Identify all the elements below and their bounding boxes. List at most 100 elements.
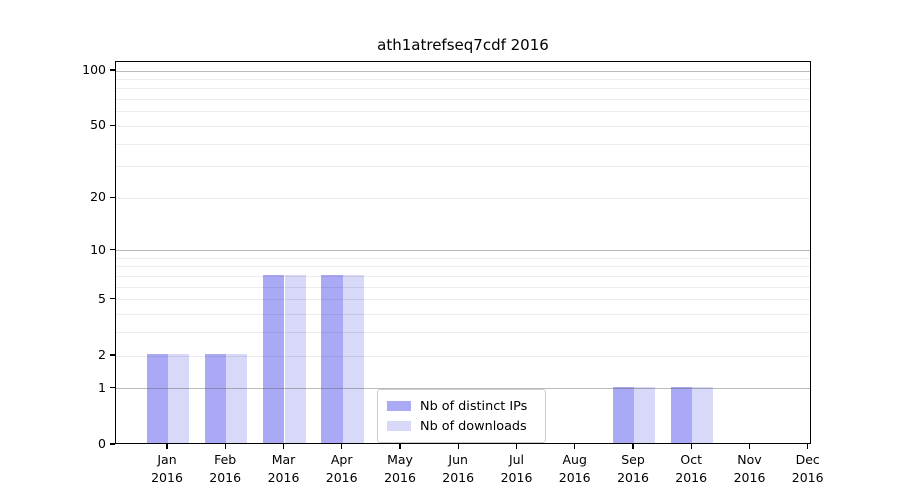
grid-line-major bbox=[116, 388, 810, 390]
grid-line-major bbox=[116, 250, 810, 252]
x-tick-label-sep: Sep 2016 bbox=[601, 451, 665, 486]
x-tick-label-nov: Nov 2016 bbox=[718, 451, 782, 486]
y-tick-label-50: 50 bbox=[90, 117, 106, 133]
y-tick bbox=[110, 249, 115, 251]
y-tick-label-1: 1 bbox=[98, 379, 106, 395]
x-tick-label-aug: Aug 2016 bbox=[543, 451, 607, 486]
bar-nb-of-downloads-apr bbox=[342, 274, 364, 443]
grid-line-minor bbox=[116, 299, 810, 301]
x-tick bbox=[807, 444, 809, 449]
x-label-month: May bbox=[387, 452, 413, 467]
bar-nb-of-downloads-mar bbox=[284, 274, 306, 443]
grid-line-minor bbox=[116, 355, 810, 357]
x-tick bbox=[341, 444, 343, 449]
legend-item-downloads: Nb of downloads bbox=[387, 416, 536, 436]
grid-line-minor bbox=[116, 125, 810, 127]
y-tick-label-100: 100 bbox=[82, 62, 106, 77]
grid-line-minor bbox=[116, 266, 810, 268]
y-tick bbox=[110, 69, 115, 71]
grid-line-major bbox=[116, 70, 810, 72]
x-label-month: Nov bbox=[737, 452, 762, 467]
bar-nb-of-distinct-ips-apr bbox=[321, 274, 343, 443]
x-tick bbox=[632, 444, 634, 449]
grid-line-minor bbox=[116, 276, 810, 277]
x-tick bbox=[166, 444, 168, 449]
grid-line-minor bbox=[116, 78, 810, 80]
grid-line-minor bbox=[116, 332, 810, 334]
x-label-month: Jan bbox=[157, 452, 177, 467]
x-tick-label-jun: Jun 2016 bbox=[426, 451, 490, 486]
y-tick-label-10: 10 bbox=[90, 241, 106, 257]
x-label-month: Apr bbox=[330, 452, 353, 467]
x-tick-label-apr: Apr 2016 bbox=[310, 451, 374, 486]
x-label-year: 2016 bbox=[791, 469, 824, 485]
x-tick bbox=[224, 444, 226, 449]
x-tick-label-mar: Mar 2016 bbox=[252, 451, 316, 486]
grid-line-minor bbox=[116, 111, 810, 113]
y-tick bbox=[110, 443, 115, 445]
bar-nb-of-downloads-jan bbox=[168, 354, 190, 443]
y-tick bbox=[110, 387, 115, 389]
x-label-year: 2016 bbox=[617, 469, 649, 485]
x-label-year: 2016 bbox=[384, 469, 416, 485]
grid-line-minor bbox=[116, 197, 810, 199]
grid-line-minor bbox=[116, 286, 810, 288]
x-tick bbox=[282, 444, 285, 449]
grid-line-minor bbox=[116, 88, 810, 90]
y-tick bbox=[110, 298, 115, 300]
legend-item-distinct-ips: Nb of distinct IPs bbox=[387, 396, 536, 416]
bar-nb-of-distinct-ips-oct bbox=[670, 386, 693, 443]
x-label-year: 2016 bbox=[675, 469, 708, 485]
x-tick bbox=[748, 444, 751, 449]
bar-nb-of-downloads-oct bbox=[692, 386, 714, 443]
x-tick-label-oct: Oct 2016 bbox=[659, 451, 723, 486]
x-label-year: 2016 bbox=[733, 469, 766, 485]
x-tick-label-may: May 2016 bbox=[368, 451, 432, 486]
legend-label: Nb of distinct IPs bbox=[420, 398, 528, 414]
y-tick bbox=[110, 124, 115, 127]
x-label-month: Aug bbox=[562, 452, 587, 467]
legend-label: Nb of downloads bbox=[420, 418, 527, 434]
y-tick-label-0: 0 bbox=[98, 436, 106, 451]
x-label-month: Jul bbox=[508, 452, 525, 467]
x-label-month: Mar bbox=[271, 452, 296, 467]
x-label-month: Sep bbox=[621, 452, 645, 467]
y-tick-label-5: 5 bbox=[98, 290, 106, 306]
x-label-month: Jun bbox=[448, 452, 468, 467]
x-label-year: 2016 bbox=[151, 469, 183, 485]
y-tick-label-2: 2 bbox=[98, 347, 106, 362]
grid-line-minor bbox=[116, 143, 810, 145]
x-label-year: 2016 bbox=[267, 469, 300, 485]
x-tick bbox=[690, 444, 692, 449]
x-tick-label-feb: Feb 2016 bbox=[193, 451, 257, 486]
bar-nb-of-distinct-ips-feb bbox=[204, 354, 227, 443]
legend: Nb of distinct IPs Nb of downloads bbox=[377, 389, 546, 443]
x-tick bbox=[457, 444, 459, 449]
bar-nb-of-distinct-ips-jan bbox=[146, 354, 168, 443]
x-tick bbox=[515, 444, 518, 449]
y-tick bbox=[110, 196, 115, 198]
bar-nb-of-distinct-ips-sep bbox=[612, 386, 634, 443]
bar-nb-of-distinct-ips-mar bbox=[263, 274, 285, 443]
x-label-month: Feb bbox=[214, 452, 237, 467]
x-label-year: 2016 bbox=[500, 469, 533, 485]
grid-line-minor bbox=[116, 314, 810, 316]
grid-line-minor bbox=[116, 99, 810, 101]
x-label-year: 2016 bbox=[558, 469, 591, 485]
x-label-year: 2016 bbox=[325, 469, 358, 485]
legend-swatch-distinct-ips bbox=[387, 401, 411, 411]
plot-area bbox=[115, 61, 811, 444]
x-label-month: Oct bbox=[680, 452, 702, 467]
x-label-year: 2016 bbox=[442, 469, 475, 485]
legend-swatch-downloads bbox=[387, 421, 411, 431]
y-tick-label-20: 20 bbox=[90, 189, 106, 205]
x-tick-label-jul: Jul 2016 bbox=[485, 451, 549, 486]
x-tick-label-jan: Jan 2016 bbox=[135, 451, 199, 486]
x-label-month: Dec bbox=[795, 452, 820, 467]
grid-line-minor bbox=[116, 166, 810, 168]
grid-line-minor bbox=[116, 257, 810, 259]
x-tick bbox=[399, 444, 401, 449]
chart-title: ath1atrefseq7cdf 2016 bbox=[377, 36, 549, 54]
bar-nb-of-downloads-sep bbox=[634, 386, 656, 443]
